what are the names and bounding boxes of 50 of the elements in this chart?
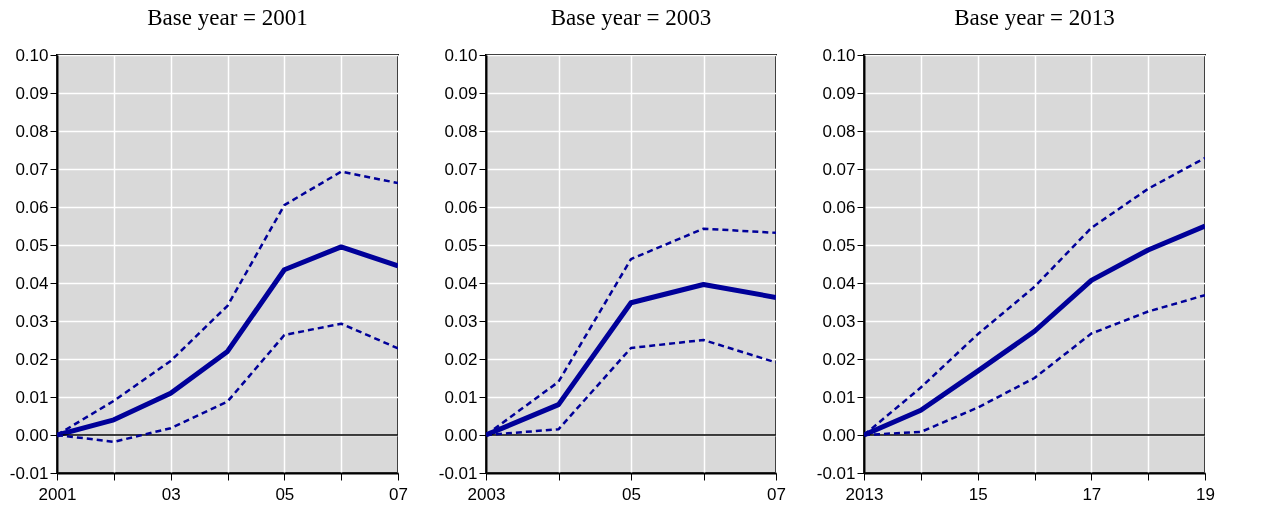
x-tick-label: 15 (968, 484, 988, 504)
x-tick-label: 2001 (38, 484, 77, 504)
y-tick-label: 0.06 (822, 197, 856, 217)
y-tick-label: 0.05 (15, 235, 49, 255)
x-tick-label: 2003 (467, 484, 506, 504)
x-tick-label: 05 (275, 484, 295, 504)
y-tick-label: 0.10 (15, 45, 49, 65)
x-tick-label: 07 (767, 484, 786, 504)
y-tick-label: 0.04 (822, 273, 856, 293)
y-tick-label: 0.07 (15, 159, 49, 179)
y-tick-label: 0.03 (15, 311, 49, 331)
y-tick-label: 0.00 (822, 425, 856, 445)
y-tick-label: 0.09 (822, 83, 856, 103)
y-tick-label: 0.07 (822, 159, 856, 179)
y-tick-label: 0.10 (444, 45, 478, 65)
y-tick-label: -0.01 (9, 463, 49, 483)
y-tick-label: 0.02 (444, 349, 478, 369)
x-tick-label: 07 (389, 484, 408, 504)
chart-title: Base year = 2003 (550, 5, 712, 30)
y-tick-label: 0.09 (15, 83, 49, 103)
y-tick-label: 0.01 (15, 387, 49, 407)
y-tick-label: 0.00 (15, 425, 49, 445)
y-tick-label: 0.10 (822, 45, 856, 65)
y-tick-label: 0.09 (444, 83, 478, 103)
x-tick-label: 05 (622, 484, 641, 504)
y-tick-label: 0.05 (822, 235, 856, 255)
y-tick-label: 0.01 (444, 387, 478, 407)
y-tick-label: 0.07 (444, 159, 478, 179)
y-tick-label: 0.03 (822, 311, 856, 331)
y-tick-label: 0.02 (822, 349, 856, 369)
y-tick-label: 0.02 (15, 349, 49, 369)
chart-title: Base year = 2013 (954, 5, 1115, 30)
y-tick-label: -0.01 (816, 463, 856, 483)
y-tick-label: 0.00 (444, 425, 478, 445)
x-tick-label: 17 (1082, 484, 1102, 504)
x-tick-label: 2013 (845, 484, 884, 504)
y-tick-label: 0.05 (444, 235, 478, 255)
y-tick-label: 0.06 (444, 197, 478, 217)
y-tick-label: 0.03 (444, 311, 478, 331)
y-tick-label: 0.01 (822, 387, 856, 407)
y-tick-label: 0.04 (444, 273, 478, 293)
chart-title: Base year = 2001 (147, 5, 308, 30)
y-tick-label: 0.06 (15, 197, 49, 217)
y-tick-label: 0.08 (822, 121, 856, 141)
y-tick-label: 0.08 (444, 121, 478, 141)
x-tick-label: 19 (1196, 484, 1215, 504)
y-tick-label: 0.04 (15, 273, 49, 293)
x-tick-label: 03 (161, 484, 181, 504)
y-tick-label: -0.01 (438, 463, 478, 483)
y-tick-label: 0.08 (15, 121, 49, 141)
